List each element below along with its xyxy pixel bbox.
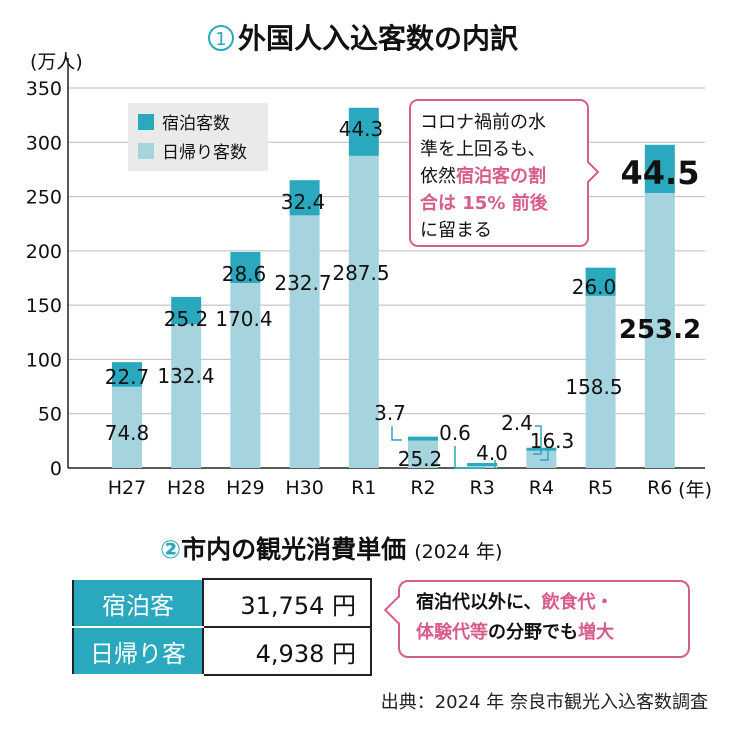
annotation-callout: コロナ禍前の水 準を上回るも、 依然宿泊客の割 合は 15% 前後 に留まる bbox=[409, 99, 600, 247]
annotation-line: に留まる bbox=[420, 220, 492, 241]
bar-stay-R5 bbox=[585, 267, 616, 296]
leader-R4b bbox=[540, 450, 549, 461]
data-label-stay: 44.5 bbox=[621, 154, 700, 192]
y-axis-unit: (万人) bbox=[30, 51, 83, 73]
leader-R3 bbox=[454, 446, 485, 469]
y-tick-label: 350 bbox=[26, 78, 62, 100]
leader-R4 bbox=[533, 425, 542, 455]
data-label-day: 16.3 bbox=[530, 429, 575, 453]
bar-day-R5 bbox=[585, 295, 616, 468]
bar-day-H30 bbox=[289, 215, 320, 468]
bar-stay-R2 bbox=[408, 436, 438, 441]
x-tick-label: R3 bbox=[470, 477, 495, 499]
bar-day-R6 bbox=[644, 193, 675, 468]
data-label-stay: 2.4 bbox=[501, 411, 533, 435]
data-label-day: 25.2 bbox=[398, 447, 443, 471]
source-note: 出典：2024 年 奈良市観光入込客数調査 bbox=[380, 692, 708, 713]
callout-text: 宿泊代以外に、 bbox=[416, 592, 542, 613]
x-axis-unit: (年) bbox=[678, 479, 712, 501]
bar-stay-R1 bbox=[348, 107, 379, 156]
x-tick-label: H28 bbox=[167, 477, 205, 499]
data-label-stay: 25.2 bbox=[164, 307, 209, 331]
leader-R2 bbox=[391, 426, 402, 441]
spending-callout: 宿泊代以外に、飲食代・ 体験代等の分野でも増大 bbox=[398, 580, 690, 658]
y-tick-label: 250 bbox=[26, 187, 62, 209]
y-tick-label: 0 bbox=[50, 458, 62, 480]
y-tick-label: 50 bbox=[38, 404, 62, 426]
table-row: 宿泊客 31,754 円 bbox=[72, 578, 372, 628]
annotation-line: コロナ禍前の水 bbox=[420, 112, 546, 133]
bar-day-R2 bbox=[408, 440, 438, 468]
bar-stay-R6 bbox=[644, 144, 675, 194]
chart-title: 1 外国人入込客数の内訳 bbox=[208, 22, 519, 55]
bar-stay-H27 bbox=[112, 362, 142, 387]
section2-title-text: 市内の観光消費単価 bbox=[181, 535, 407, 564]
title-number: 1 bbox=[215, 29, 226, 50]
x-tick-label: R2 bbox=[410, 477, 435, 499]
legend-label-stay: 宿泊客数 bbox=[162, 114, 230, 134]
row-label: 日帰り客 bbox=[72, 626, 204, 676]
spending-table: 宿泊客 31,754 円 日帰り客 4,938 円 bbox=[72, 578, 372, 676]
bar-day-H27 bbox=[112, 386, 142, 468]
data-label-stay: 3.7 bbox=[374, 401, 406, 425]
legend: 宿泊客数 日帰り客数 bbox=[128, 103, 268, 171]
y-tick-label: 100 bbox=[26, 349, 62, 371]
bar-stay-H30 bbox=[289, 180, 320, 216]
y-tick-label: 200 bbox=[26, 241, 62, 263]
x-tick-label: H29 bbox=[226, 477, 264, 499]
x-tick-label: R5 bbox=[588, 477, 613, 499]
legend-swatch-day bbox=[138, 143, 154, 159]
x-tick-label: H30 bbox=[285, 477, 323, 499]
bar-day-R1 bbox=[348, 155, 379, 468]
x-tick-label: R6 bbox=[647, 477, 672, 499]
bar-stay-H29 bbox=[230, 251, 261, 283]
data-label-day: 132.4 bbox=[157, 364, 214, 388]
x-tick-label: R4 bbox=[529, 477, 554, 499]
data-label-day: 253.2 bbox=[619, 315, 701, 345]
title-text: 外国人入込客数の内訳 bbox=[238, 22, 519, 55]
table-row: 日帰り客 4,938 円 bbox=[72, 626, 372, 676]
bar-day-H29 bbox=[230, 282, 261, 468]
data-label-day: 4.0 bbox=[476, 441, 508, 465]
callout-highlight: 体験代等 bbox=[416, 622, 488, 643]
annotation-line: 合は 15% 前後 bbox=[420, 192, 549, 214]
data-label-stay: 32.4 bbox=[281, 190, 326, 214]
data-label-day: 170.4 bbox=[215, 307, 272, 331]
y-tick-label: 300 bbox=[26, 132, 62, 154]
callout-highlight: 増大 bbox=[578, 622, 614, 643]
row-label: 宿泊客 bbox=[72, 578, 204, 628]
x-tick-label: H27 bbox=[108, 477, 146, 499]
data-label-day: 232.7 bbox=[274, 271, 331, 295]
circle-number-icon bbox=[208, 25, 234, 51]
data-label-stay: 26.0 bbox=[572, 275, 617, 299]
data-label-stay: 0.6 bbox=[439, 421, 471, 445]
circle-number-icon: ② bbox=[160, 535, 182, 564]
data-label-stay: 22.7 bbox=[105, 365, 150, 389]
callout-text: の分野でも bbox=[488, 622, 578, 643]
data-label-stay: 44.3 bbox=[339, 117, 384, 141]
x-tick-label: R1 bbox=[351, 477, 376, 499]
section2-year: (2024 年) bbox=[414, 541, 503, 563]
bar-stay-R3 bbox=[467, 463, 498, 467]
data-label-day: 158.5 bbox=[565, 375, 622, 399]
row-value: 4,938 円 bbox=[202, 626, 372, 676]
data-label-stay: 28.6 bbox=[222, 262, 267, 286]
annotation-line: 準を上回るも、 bbox=[420, 139, 545, 160]
data-label-day: 287.5 bbox=[332, 261, 389, 285]
y-tick-label: 150 bbox=[26, 295, 62, 317]
legend-swatch-stay bbox=[138, 114, 154, 130]
section2-title: ②市内の観光消費単価 (2024 年) bbox=[160, 530, 502, 566]
legend-label-day: 日帰り客数 bbox=[162, 143, 247, 163]
row-value: 31,754 円 bbox=[202, 578, 372, 628]
data-label-day: 74.8 bbox=[105, 421, 150, 445]
stacked-bar-chart: 1 外国人入込客数の内訳 (万人) 050100150200250300350 … bbox=[26, 22, 712, 501]
bar-stay-H28 bbox=[171, 296, 202, 325]
annotation-line: 依然宿泊客の割 bbox=[420, 165, 546, 187]
bar-day-H28 bbox=[171, 324, 202, 468]
callout-highlight: 飲食代・ bbox=[541, 592, 614, 613]
